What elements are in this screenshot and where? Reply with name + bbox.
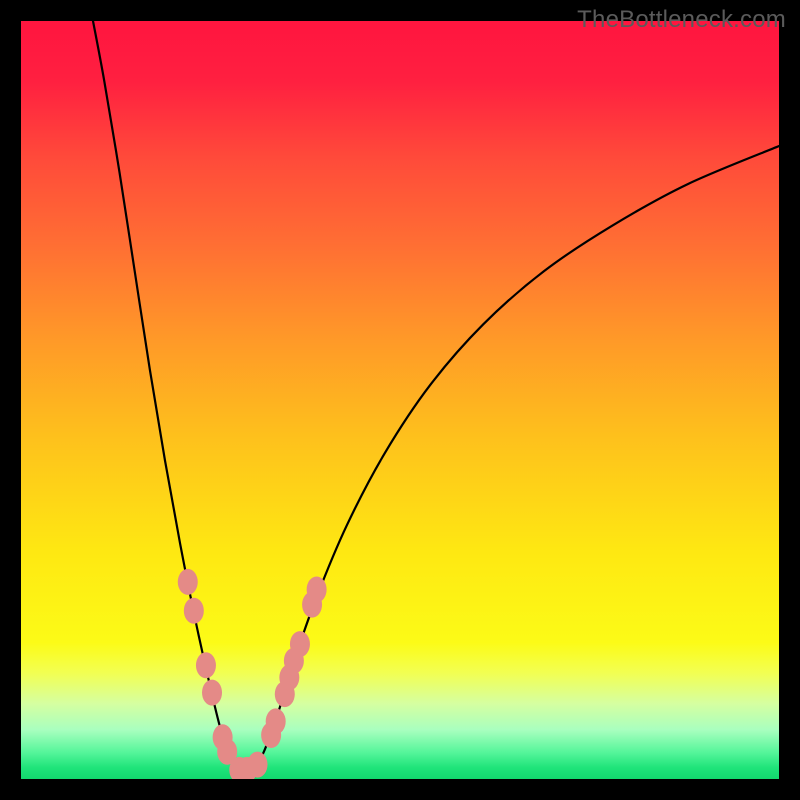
data-marker xyxy=(290,631,310,657)
gradient-plot-area xyxy=(21,21,779,779)
data-marker xyxy=(247,752,267,778)
data-marker xyxy=(196,652,216,678)
data-marker xyxy=(184,598,204,624)
watermark-text: TheBottleneck.com xyxy=(577,6,786,34)
bottleneck-curve-chart xyxy=(0,0,800,800)
data-marker xyxy=(266,708,286,734)
data-marker xyxy=(202,680,222,706)
data-marker xyxy=(178,569,198,595)
data-marker xyxy=(307,577,327,603)
chart-frame: TheBottleneck.com xyxy=(0,0,800,800)
